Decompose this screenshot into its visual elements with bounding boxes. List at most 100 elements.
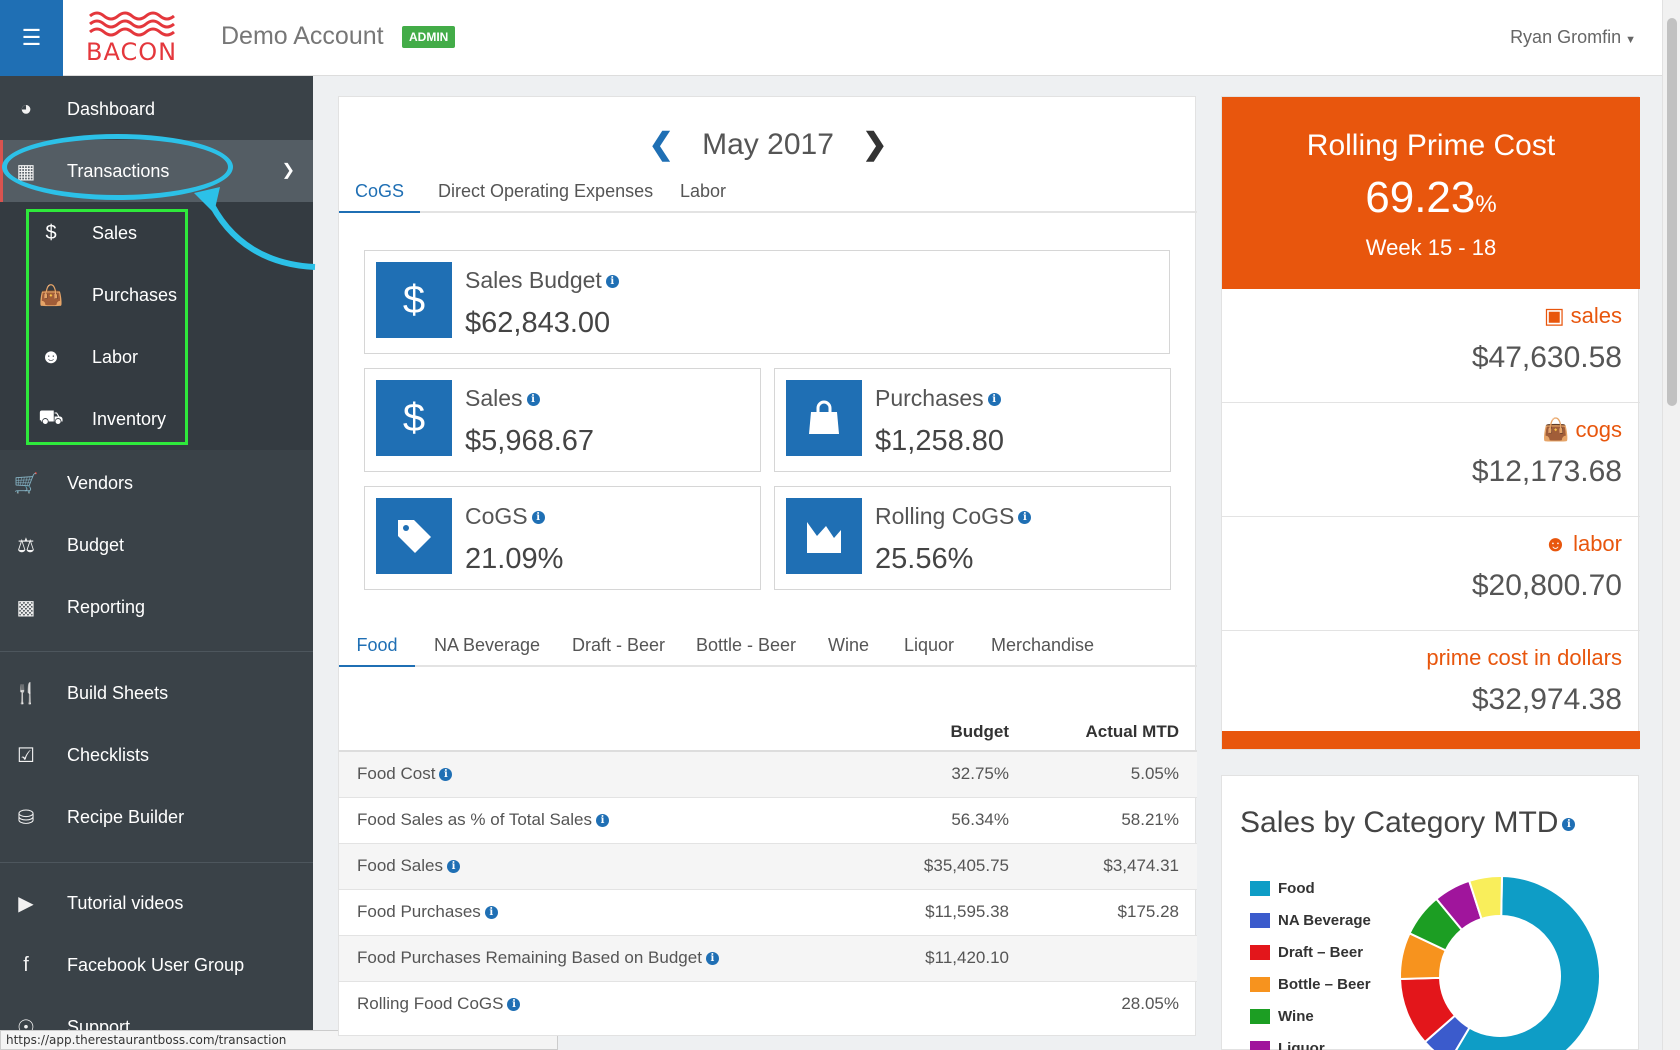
hamburger-icon: ☰	[21, 25, 42, 50]
info-icon[interactable]: i	[987, 393, 1001, 407]
sidebar-item-reporting[interactable]: ▩ Reporting	[0, 576, 313, 638]
table-row: Food Sales i $35,405.75 $3,474.31	[339, 842, 1197, 889]
row-name: Food Cost i	[339, 750, 857, 797]
sidebar-item-checklists[interactable]: ☑ Checklists	[0, 724, 313, 786]
kpi-value: $1,258.80	[875, 425, 1005, 457]
prime-cost-title: Rolling Prime Cost	[1306, 129, 1556, 162]
info-icon[interactable]: i	[447, 860, 460, 874]
row-budget	[857, 980, 1027, 1027]
tab-liquor[interactable]: Liquor	[904, 635, 955, 655]
current-month: May 2017	[702, 128, 834, 161]
legend-item[interactable]: NA Beverage	[1250, 904, 1371, 936]
info-icon[interactable]: i	[605, 275, 619, 289]
sidebar-divider	[0, 862, 313, 863]
tab-wine[interactable]: Wine	[828, 635, 870, 655]
legend-item[interactable]: Food	[1250, 872, 1371, 904]
users-icon: ☻	[40, 345, 62, 368]
legend-item[interactable]: Bottle – Beer	[1250, 968, 1371, 1000]
info-icon[interactable]: i	[1018, 511, 1032, 525]
menu-toggle-button[interactable]: ☰	[0, 0, 63, 76]
tab-food[interactable]: Food	[339, 625, 415, 667]
money-icon: ▣	[1543, 303, 1565, 328]
tab-merchandise[interactable]: Merchandise	[991, 635, 1095, 655]
row-actual	[1027, 934, 1197, 981]
tab-cogs[interactable]: CoGS	[339, 171, 420, 213]
info-icon[interactable]: i	[507, 998, 521, 1012]
chevron-down-icon[interactable]: ❯	[281, 162, 295, 179]
tab-bottle-beer[interactable]: Bottle - Beer	[696, 635, 797, 655]
legend-swatch	[1250, 976, 1270, 992]
sidebar-item-dashboard[interactable]: ◕ Dashboard	[0, 78, 313, 140]
category-tabs: Food NA Beverage Draft - Beer Bottle - B…	[339, 625, 1197, 667]
column-header-actual: Actual MTD	[1027, 703, 1197, 752]
row-name: Food Purchases Remaining Based on Budget…	[339, 934, 857, 981]
sidebar-subitem-label: Labor	[92, 346, 139, 367]
column-header-budget: Budget	[857, 703, 1027, 752]
tab-direct-operating-expenses[interactable]: Direct Operating Expenses	[438, 181, 654, 201]
next-month-chevron-icon[interactable]: ❯	[862, 128, 888, 161]
tab-labor[interactable]: Labor	[680, 181, 727, 201]
sidebar-item-vendors[interactable]: 🛒 Vendors	[0, 452, 313, 514]
prime-row-sales: ▣ sales $47,630.58	[1222, 289, 1640, 403]
kpi-purchases: Purchases i $1,258.80	[774, 368, 1171, 472]
info-icon[interactable]: i	[439, 768, 453, 782]
tab-na-beverage[interactable]: NA Beverage	[434, 635, 541, 655]
users-icon: ☻	[1543, 531, 1568, 556]
prime-row-label: 👜 cogs	[1542, 417, 1622, 442]
sidebar-item-label: Tutorial videos	[67, 892, 184, 913]
legend-item[interactable]: Draft – Beer	[1250, 936, 1371, 968]
scrollbar-thumb[interactable]	[1667, 18, 1677, 406]
table-row: Food Sales as % of Total Sales i 56.34% 5…	[339, 796, 1197, 843]
sidebar-item-label: Dashboard	[67, 98, 156, 119]
user-menu[interactable]: Ryan Gromfin ▼	[1510, 27, 1636, 48]
sidebar-item-label: Vendors	[67, 472, 134, 493]
kpi-rolling-cogs: Rolling CoGS i 25.56%	[774, 486, 1171, 590]
prime-cost-week: Week 15 - 18	[1365, 235, 1497, 260]
shopping-bag-icon: 👜	[1542, 417, 1570, 442]
dollar-icon: $	[376, 380, 452, 456]
sidebar-item-label: Facebook User Group	[67, 954, 245, 975]
sidebar-subitem-labor[interactable]: ☻ Labor	[0, 326, 313, 388]
shopping-bag-icon	[786, 380, 862, 456]
sidebar-item-facebook-group[interactable]: f Facebook User Group	[0, 934, 313, 996]
info-icon[interactable]: i	[526, 393, 540, 407]
prime-row-value: $47,630.58	[1471, 341, 1622, 374]
row-name: Rolling Food CoGS i	[339, 980, 857, 1027]
expense-tabs: CoGS Direct Operating Expenses Labor	[339, 171, 1197, 213]
legend-item[interactable]: Wine	[1250, 1000, 1371, 1032]
sidebar-item-build-sheets[interactable]: 🍴 Build Sheets	[0, 662, 313, 724]
sidebar-item-tutorial-videos[interactable]: ▶ Tutorial videos	[0, 872, 313, 934]
sidebar-item-recipe-builder[interactable]: ⛁ Recipe Builder	[0, 786, 313, 848]
info-icon[interactable]: i	[1562, 817, 1576, 831]
cogs-panel: ❮ May 2017 ❯ CoGS Direct Operating Expen…	[338, 96, 1197, 1036]
sales-by-category-donut-chart	[1399, 874, 1601, 1050]
sidebar-subitem-inventory[interactable]: ⛟ Inventory	[0, 388, 313, 450]
facebook-icon: f	[23, 953, 29, 976]
row-name: Food Purchases i	[339, 888, 857, 935]
sidebar-item-label: Reporting	[67, 596, 146, 617]
prime-cost-footer-bar	[1222, 731, 1640, 749]
row-actual: 58.21%	[1027, 796, 1197, 843]
video-camera-icon: ▶	[18, 892, 34, 915]
sidebar-item-label: Build Sheets	[67, 682, 169, 703]
prime-row-value: $12,173.68	[1471, 455, 1622, 488]
info-icon[interactable]: i	[484, 906, 498, 920]
tab-draft-beer[interactable]: Draft - Beer	[572, 635, 666, 655]
table-row: Food Purchases i $11,595.38 $175.28	[339, 888, 1197, 935]
legend-item[interactable]: Liquor	[1250, 1032, 1371, 1050]
prev-month-chevron-icon[interactable]: ❮	[648, 128, 674, 161]
legend-swatch	[1250, 1008, 1270, 1024]
info-icon[interactable]: i	[705, 952, 719, 966]
sidebar-subitem-label: Purchases	[92, 284, 178, 305]
sidebar-subitem-purchases[interactable]: 👜 Purchases	[0, 264, 313, 326]
sidebar-item-budget[interactable]: ⚖ Budget	[0, 514, 313, 576]
table-row: Food Purchases Remaining Based on Budget…	[339, 934, 1197, 981]
donut-slice-food[interactable]	[1449, 874, 1601, 1050]
table-row: Rolling Food CoGS i 28.05%	[339, 980, 1197, 1027]
info-icon[interactable]: i	[596, 814, 609, 828]
logo[interactable]: BACON	[86, 10, 176, 66]
dashboard-icon: ◕	[19, 97, 33, 120]
page-scrollbar[interactable]	[1662, 0, 1680, 1050]
donut-slice-other[interactable]	[1467, 875, 1504, 921]
info-icon[interactable]: i	[531, 511, 545, 525]
